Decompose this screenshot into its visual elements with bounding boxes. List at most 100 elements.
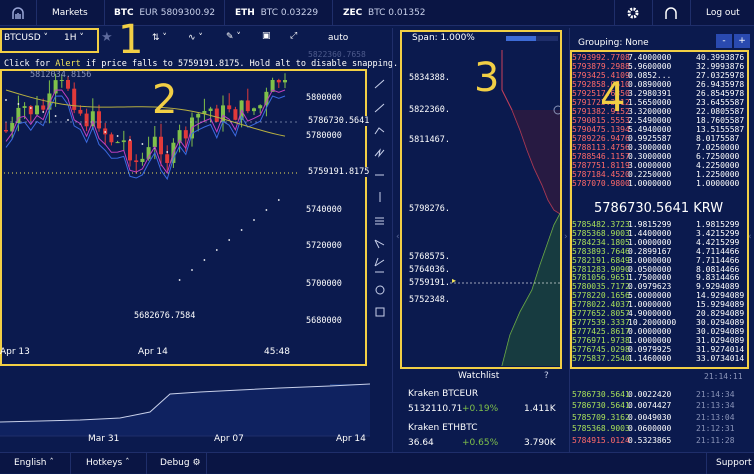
book-row: 5787184.4520 0.2250000 1.2250000 bbox=[572, 170, 750, 179]
total: 7.0250000 bbox=[696, 143, 740, 152]
collapse-arrow[interactable]: ‹ bbox=[748, 232, 752, 242]
settings-icon[interactable] bbox=[626, 6, 640, 20]
studies-icon[interactable]: ∿ ˅ bbox=[188, 33, 203, 43]
price: 5784915.0124 bbox=[572, 435, 630, 445]
candle bbox=[252, 108, 256, 112]
total: 6.7250000 bbox=[696, 152, 740, 161]
favorite-icon[interactable]: ★ bbox=[101, 30, 113, 45]
price: 5787751.8119 bbox=[572, 161, 630, 170]
watch-price: 5132110.71 bbox=[408, 404, 463, 414]
expand-arrow[interactable]: › bbox=[564, 232, 568, 242]
minus-button[interactable]: - bbox=[716, 34, 732, 48]
draw-icon[interactable]: ✎ ˅ bbox=[226, 32, 241, 42]
candle bbox=[134, 160, 139, 163]
hotkeys-button[interactable]: Hotkeys ˆ bbox=[86, 458, 130, 468]
candle bbox=[78, 109, 83, 114]
watch-name[interactable]: Kraken BTCEUR bbox=[408, 389, 479, 399]
chart-line bbox=[277, 199, 280, 201]
watchlist: Watchlist ? Kraken BTCEUR 5132110.71 +0.19… bbox=[400, 368, 562, 452]
markets-link[interactable]: Markets bbox=[52, 8, 88, 18]
chart-line bbox=[191, 269, 193, 271]
alert-text: Click for bbox=[4, 59, 56, 69]
support-button[interactable]: Support bbox=[716, 458, 752, 468]
volume: 0.5323865 bbox=[628, 435, 672, 445]
total: 14.9294089 bbox=[696, 291, 745, 301]
span-slider[interactable] bbox=[506, 36, 558, 41]
plus-button[interactable]: + bbox=[734, 34, 750, 48]
depth-price: 5811467. bbox=[409, 135, 450, 145]
auto-button[interactable]: auto bbox=[328, 33, 349, 43]
candle bbox=[146, 147, 151, 159]
debug-button[interactable]: Debug ⚙ bbox=[160, 458, 201, 468]
volume: 0.3000000 bbox=[628, 143, 672, 152]
price: 5791382.9152 bbox=[572, 107, 630, 116]
price: 5791723.3312 bbox=[572, 98, 630, 107]
price: 5775837.2540 bbox=[572, 353, 630, 363]
candle bbox=[227, 105, 232, 110]
symbol-select[interactable]: BTCUSD ˅ bbox=[4, 33, 49, 43]
watch-volume: 1.411K bbox=[524, 404, 556, 414]
book-row: 5775837.2540 1.1460000 33.0734014 bbox=[572, 354, 750, 363]
total: 3.4215299 bbox=[696, 228, 740, 238]
language-select[interactable]: English ˆ bbox=[14, 458, 54, 468]
candle bbox=[140, 158, 145, 163]
volume: 1.1460000 bbox=[628, 353, 672, 363]
quote: EUR 5809300.92 bbox=[139, 8, 216, 18]
watch-name[interactable]: Kraken ETHBTC bbox=[408, 423, 478, 433]
watch-price: 36.64 bbox=[408, 438, 434, 448]
candle bbox=[196, 113, 201, 118]
candle bbox=[10, 122, 15, 132]
candle bbox=[4, 130, 8, 132]
total: 1.0000000 bbox=[696, 179, 740, 188]
ticker[interactable]: ZEC BTC 0.01352 bbox=[343, 8, 426, 18]
annotation-box bbox=[400, 30, 562, 369]
watch-change: +0.19% bbox=[462, 404, 499, 414]
candle bbox=[66, 80, 70, 89]
chart-line bbox=[54, 115, 57, 117]
candle bbox=[109, 134, 114, 143]
chart-line bbox=[215, 249, 218, 251]
volume: 4.9000000 bbox=[628, 309, 672, 318]
fullscreen-icon[interactable]: ⤢ bbox=[290, 31, 298, 41]
volume: 0.0852... bbox=[628, 71, 672, 80]
interval-select[interactable]: 1H ˅ bbox=[64, 33, 84, 43]
price: 5793879.2988 bbox=[572, 62, 630, 71]
candle bbox=[233, 109, 238, 120]
book-row: 5793992.7708 7.4000000 40.3993876 bbox=[572, 53, 750, 62]
candle bbox=[245, 100, 250, 112]
book-row: 5780035.7172 0.0979623 9.9294089 bbox=[572, 282, 750, 291]
price: 5793425.4109 bbox=[572, 71, 630, 80]
collapse-arrow[interactable]: ‹ bbox=[396, 232, 400, 242]
price-label: 5700000 bbox=[306, 279, 342, 289]
volume: 3.2980391 bbox=[628, 89, 672, 98]
ticker[interactable]: ETH BTC 0.03229 bbox=[235, 8, 318, 18]
volume: 1.9815299 bbox=[628, 220, 672, 229]
snapshot-icon[interactable]: ▣ bbox=[262, 31, 271, 41]
book-row: 5790815.5553 2.5490000 18.7605587 bbox=[572, 116, 750, 125]
help[interactable]: ? bbox=[544, 371, 549, 381]
chart-line bbox=[116, 135, 119, 137]
book-row: 5785368.9003 0.0600000 21:12:31 bbox=[572, 424, 750, 433]
book-row: 5786730.5641 0.0022420 21:14:34 bbox=[572, 390, 750, 399]
candle bbox=[159, 136, 163, 155]
indicators-icon[interactable]: ⇅ ˅ bbox=[152, 33, 167, 43]
top-bar: Markets BTC EUR 5809300.92 ETH BTC 0.032… bbox=[0, 0, 754, 26]
logout-button[interactable]: Log out bbox=[706, 8, 740, 18]
kraken-icon[interactable] bbox=[664, 6, 678, 20]
total: 9.8314466 bbox=[696, 273, 740, 283]
price: 5785368.9003 bbox=[572, 424, 630, 434]
volume: 0.3000000 bbox=[628, 152, 672, 161]
candle bbox=[72, 88, 77, 110]
depth-price: 5768575. bbox=[409, 252, 450, 262]
volume: 1.0000000 bbox=[628, 179, 672, 188]
total: 33.0734014 bbox=[696, 353, 745, 363]
candle bbox=[264, 91, 269, 106]
candle bbox=[202, 110, 207, 114]
candle bbox=[183, 130, 188, 139]
annotation-number: 1 bbox=[118, 17, 144, 63]
annotation-number: 4 bbox=[600, 75, 626, 121]
grouping[interactable]: Grouping: None bbox=[578, 38, 649, 48]
price-label: 5740000 bbox=[306, 205, 342, 215]
candle bbox=[84, 113, 89, 127]
ticker[interactable]: BTC EUR 5809300.92 bbox=[114, 8, 215, 18]
